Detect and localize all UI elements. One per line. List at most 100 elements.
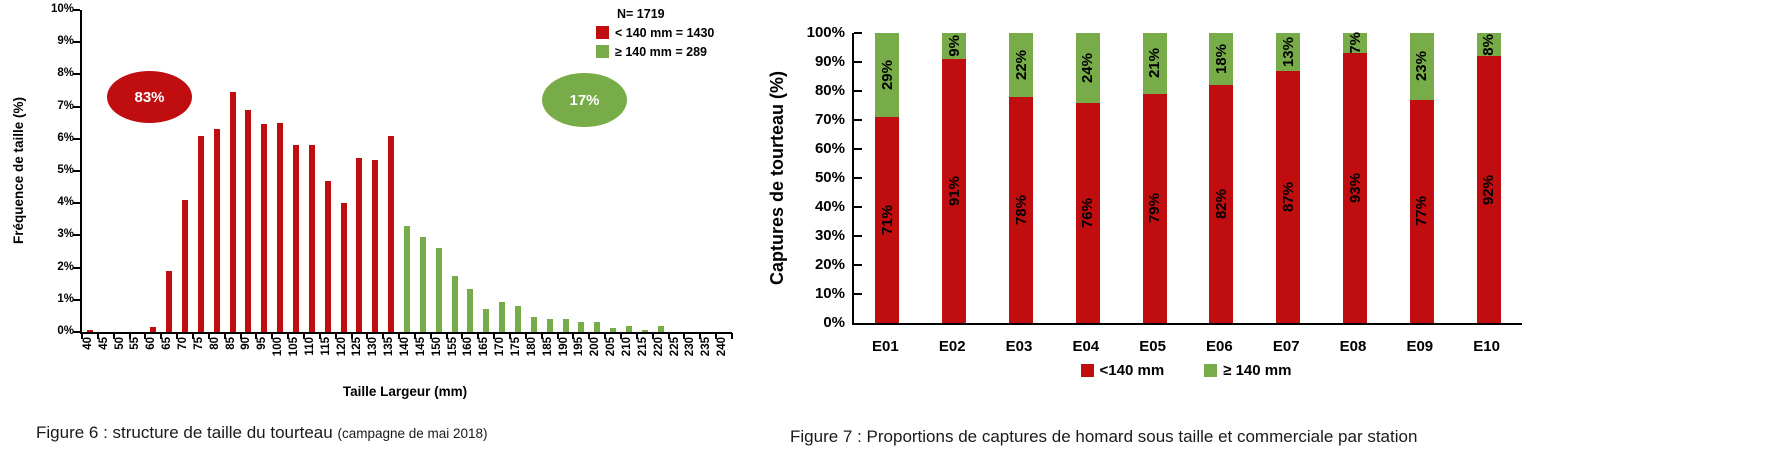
segment-E10-lt140: 92% xyxy=(1476,56,1501,323)
bar-215mm xyxy=(641,330,648,332)
segment-label: 79% xyxy=(1146,193,1164,224)
bar-205mm xyxy=(610,328,617,332)
stacked-bar-E07: 13% 87% xyxy=(1276,33,1301,323)
figure6-x-tick-mark xyxy=(635,333,638,339)
figure6-x-tick-label: 215 xyxy=(636,337,649,357)
figure7-y-tick-label: 100% xyxy=(806,24,845,41)
figure6-x-tick-mark xyxy=(413,333,416,339)
figure6-x-tick-mark xyxy=(81,333,83,339)
segment-label: 8% xyxy=(1480,33,1498,56)
figure6-x-tick-mark xyxy=(715,333,718,339)
figure6-x-tick-label: 225 xyxy=(668,337,681,357)
figure6-x-tick-label: 180 xyxy=(525,337,538,357)
figure6-x-tick-label: 130 xyxy=(367,337,380,357)
figure6-legend-item-above-label: ≥ 140 mm = 289 xyxy=(615,44,707,59)
red-swatch-icon xyxy=(596,26,609,39)
stacked-bar-E03: 22% 78% xyxy=(1009,33,1033,323)
figure6-x-tick-label: 45 xyxy=(97,337,110,350)
figure6-x-tick-mark xyxy=(445,333,448,339)
figure6-x-tick-label: 65 xyxy=(161,337,174,350)
segment-E02-lt140: 91% xyxy=(942,59,967,323)
figure6-y-tick-mark xyxy=(73,170,80,172)
figure6-y-tick-mark xyxy=(73,331,80,333)
figure7-legend-item-above-label: ≥ 140 mm xyxy=(1223,362,1292,379)
figure7-y-tick-label: 70% xyxy=(814,111,845,128)
segment-E07-gte140: 13% xyxy=(1276,33,1301,71)
figure6-x-tick-mark xyxy=(96,333,99,339)
figure6-legend-n: N= 1719 xyxy=(617,6,665,21)
segment-label: 24% xyxy=(1079,52,1097,83)
bar-85mm xyxy=(229,92,236,332)
bar-150mm xyxy=(435,248,442,332)
figure6-x-tick-mark xyxy=(160,333,163,339)
segment-label: 9% xyxy=(945,35,963,57)
bar-95mm xyxy=(261,124,268,332)
figure6-x-tick-mark xyxy=(699,333,702,339)
segment-E07-lt140: 87% xyxy=(1276,70,1301,323)
figure7-x-tick-label: E08 xyxy=(1339,338,1367,355)
figure7-x-tick-label: E02 xyxy=(938,338,966,355)
figure6-y-tick-mark xyxy=(73,234,80,237)
figure6-x-tick-mark xyxy=(176,333,179,339)
figure6-y-tick-mark xyxy=(73,9,80,11)
figure6-y-tick-label: 8% xyxy=(57,67,74,80)
figure6-x-tick-mark xyxy=(461,333,464,339)
figure7-y-tick-mark xyxy=(854,119,862,121)
figure6-x-tick-label: 165 xyxy=(478,337,491,357)
segment-E10-gte140: 8% xyxy=(1476,33,1501,57)
figure6-x-tick-mark xyxy=(287,333,290,339)
segment-E06-gte140: 18% xyxy=(1209,33,1234,86)
segment-E08-gte140: 7% xyxy=(1343,32,1367,54)
figure6-x-tick-mark xyxy=(429,333,432,339)
figure6-x-tick-label: 205 xyxy=(605,337,618,357)
figure6-x-tick-label: 230 xyxy=(684,337,697,357)
green-swatch-icon xyxy=(596,45,609,58)
segment-E09-gte140: 23% xyxy=(1409,33,1434,100)
segment-label: 18% xyxy=(1212,44,1230,75)
figure6-y-tick-label: 6% xyxy=(57,131,74,144)
figure7-y-tick-label: 50% xyxy=(814,169,845,186)
segment-E08-lt140: 93% xyxy=(1343,53,1367,323)
figure6-x-tick-mark xyxy=(255,333,258,339)
bar-120mm xyxy=(340,203,347,332)
figure6-x-tick-mark xyxy=(302,333,305,339)
bar-165mm xyxy=(483,309,490,332)
figure6-y-tick-label: 2% xyxy=(57,260,74,273)
bar-155mm xyxy=(451,275,458,332)
figure6-x-tick-label: 190 xyxy=(557,337,570,357)
segment-label: 29% xyxy=(878,60,896,91)
figure6-x-tick-mark xyxy=(524,333,527,339)
figure6-x-tick-label: 200 xyxy=(589,337,602,357)
figure7-legend-item-below: <140 mm xyxy=(1080,362,1164,379)
figure6-x-tick-label: 185 xyxy=(541,337,554,357)
bar-65mm xyxy=(166,270,173,332)
bar-175mm xyxy=(514,306,521,332)
bar-220mm xyxy=(657,325,664,332)
stacked-bar-E05: 21% 79% xyxy=(1142,33,1167,323)
figure6-x-tick-label: 60 xyxy=(145,337,158,350)
figure7-x-tick-label: E06 xyxy=(1206,338,1233,355)
segment-label: 22% xyxy=(1012,49,1030,80)
figure6-x-tick-label: 90 xyxy=(240,337,253,350)
figure6-caption-main: Figure 6 : structure de taille du tourte… xyxy=(36,423,338,442)
bar-115mm xyxy=(324,180,331,332)
figure7-y-tick-mark xyxy=(854,293,862,295)
figure6-x-tick-label: 145 xyxy=(414,337,427,357)
annotation-ellipse-17pct: 17% xyxy=(542,73,627,127)
figure6-y-tick-mark xyxy=(73,298,80,301)
figure7-y-tick-mark xyxy=(854,177,862,179)
figure7-y-tick-mark xyxy=(854,32,862,34)
figure6-legend-item-below: < 140 mm = 1430 xyxy=(596,23,714,42)
figure6-x-tick-label: 120 xyxy=(335,337,348,357)
figure6-legend-item-above: ≥ 140 mm = 289 xyxy=(596,42,714,61)
figure6-x-tick-mark xyxy=(493,333,496,339)
figure6-y-tick-label: 0% xyxy=(57,325,74,337)
figure6-y-tick-label: 9% xyxy=(57,35,74,48)
stacked-bar-E01: 29% 71% xyxy=(875,33,900,323)
bar-90mm xyxy=(245,109,252,332)
figure6-x-tick-mark xyxy=(334,333,337,339)
figure6-x-tick-mark xyxy=(128,333,131,339)
figure6-y-axis-title: Fréquence de taille (%) xyxy=(4,10,32,332)
figure6-x-tick-mark xyxy=(572,333,575,339)
segment-E05-lt140: 79% xyxy=(1142,93,1167,323)
